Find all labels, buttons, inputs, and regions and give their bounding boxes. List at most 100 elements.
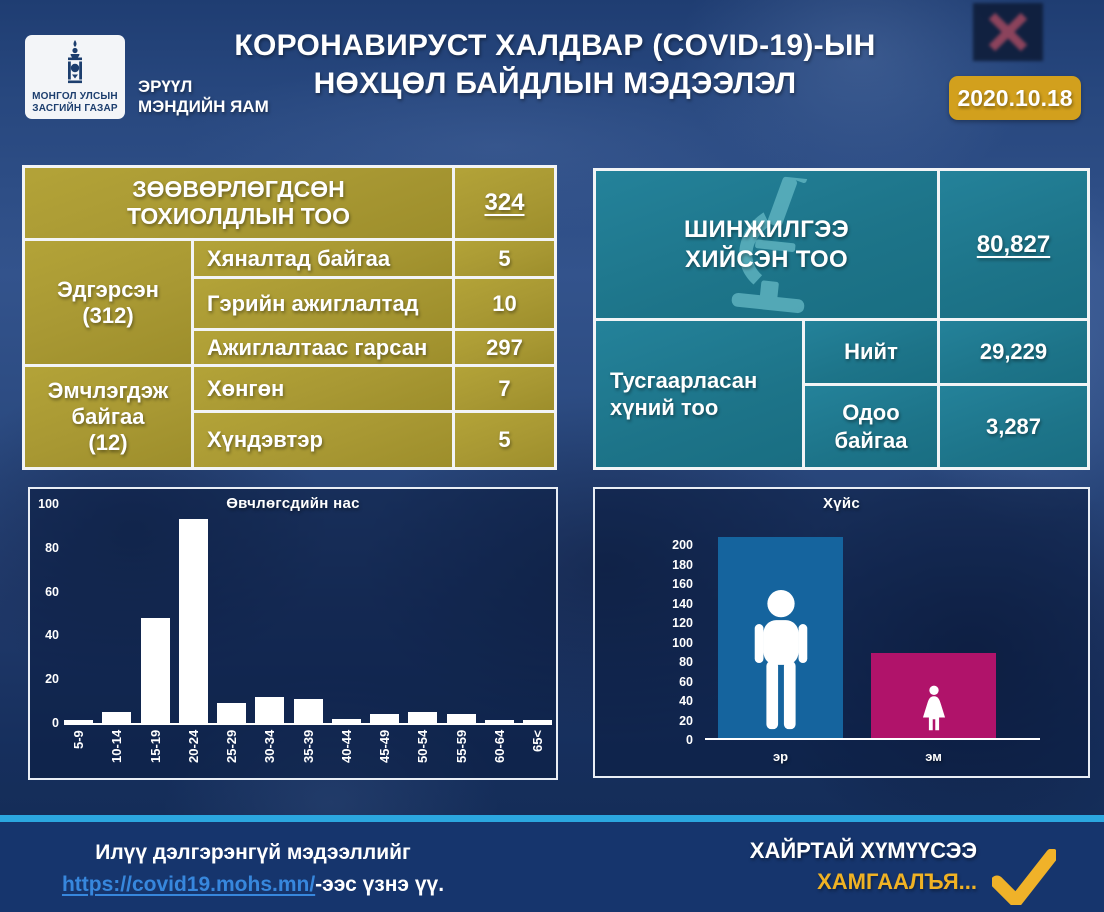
y-tick-label: 60: [679, 674, 693, 689]
background-x-sign: [973, 3, 1043, 61]
isolated-current-label: Одоо байгаа: [805, 386, 937, 467]
moderate-label: Хүндэвтэр: [194, 413, 452, 467]
y-tick-label: 80: [679, 655, 693, 669]
slogan-line2: ХАМГААЛЪЯ...: [817, 868, 977, 894]
age-chart-labels: 5-9 10-14 15-19 20-24 25-29 30-34 35-39 40-44 45…: [64, 730, 552, 780]
y-tick-label: 40: [45, 628, 59, 643]
cases-table-title: ЗӨӨВӨРЛӨГДСӨН ТОХИОЛДЛЫН ТОО: [25, 168, 452, 238]
age-bar: [102, 712, 132, 723]
gender-chart-panel: Хүйс 200 180 160 140 120 100 80 60 40 20 0: [593, 487, 1090, 778]
age-bar: [523, 719, 552, 723]
y-tick-label: 100: [38, 497, 59, 511]
ministry-name: ЭРҮҮЛ МЭНДИЙН ЯАМ: [138, 77, 269, 117]
footer-info: Илүү дэлгэрэнгүй мэдээллийг https://covi…: [28, 837, 478, 900]
footer-info-text: Илүү дэлгэрэнгүй мэдээллийг: [95, 841, 411, 864]
age-bar: [370, 714, 399, 723]
isolated-people-label: Тусгаарласан хүний тоо: [596, 321, 802, 467]
home-observation-label: Гэрийн ажиглалтад: [194, 279, 452, 328]
age-bar: [178, 519, 208, 723]
date-badge: 2020.10.18: [949, 76, 1081, 120]
isolated-total-label: Нийт: [805, 321, 937, 383]
age-axis-label: 35-39: [300, 730, 316, 764]
footer-slogan: ХАЙРТАЙ ХҮМҮҮСЭЭ ХАМГААЛЪЯ...: [750, 836, 977, 898]
y-tick-label: 0: [52, 716, 59, 730]
female-category-label: эм: [925, 749, 942, 764]
gender-chart-title: Хүйс: [822, 495, 861, 512]
under-control-value: 5: [455, 241, 554, 276]
age-axis-label: 25-29: [224, 730, 239, 764]
age-bar: [217, 703, 246, 723]
age-bar: [446, 714, 476, 723]
gender-chart-plot: [705, 523, 1040, 740]
age-bar: [64, 719, 93, 723]
mild-value: 7: [455, 367, 554, 410]
cases-total-value: 324: [455, 168, 554, 238]
x-mark-icon: [988, 12, 1028, 52]
age-axis-label: 45-49: [377, 730, 392, 764]
age-bar: [255, 696, 285, 723]
left-observation-label: Ажиглалтаас гарсан: [194, 331, 452, 364]
page-title: КОРОНАВИРУСТ ХАЛДВАР (COVID-19)-ЫН НӨХЦӨ…: [234, 29, 876, 101]
y-tick-label: 200: [672, 538, 693, 552]
age-bar: [140, 617, 170, 723]
age-chart-yaxis: 100 80 60 40 20 0: [32, 497, 59, 730]
cases-table: ЗӨӨВӨРЛӨГДСӨН ТОХИОЛДЛЫН ТОО 324 Эдгэрсэ…: [22, 165, 557, 470]
moderate-value: 5: [455, 413, 554, 467]
age-axis-label: 60-64: [491, 730, 507, 764]
age-axis-label: 5-9: [71, 730, 86, 749]
footer: Илүү дэлгэрэнгүй мэдээллийг https://covi…: [0, 822, 1104, 912]
male-person-icon: [754, 589, 807, 730]
y-tick-label: 60: [45, 584, 59, 599]
age-axis-label: 20-24: [185, 730, 201, 764]
female-bar: [871, 653, 996, 738]
y-tick-label: 20: [45, 672, 59, 687]
footer-info-suffix: -ээс үзнэ үү.: [315, 872, 445, 896]
age-axis-label: 55-59: [453, 730, 469, 764]
treated-group-label: Эмчлэгдэж байгаа (12): [25, 367, 191, 467]
y-tick-label: 100: [672, 635, 693, 650]
covid-site-link[interactable]: https://covid19.mohs.mn/: [61, 872, 316, 896]
y-tick-label: 80: [45, 540, 59, 555]
slogan-line1: ХАЙРТАЙ ХҮМҮҮСЭЭ: [749, 838, 977, 863]
age-bar: [331, 718, 361, 723]
age-bar: [408, 712, 438, 723]
age-axis-label: 40-44: [338, 730, 354, 764]
male-bar: [718, 537, 843, 738]
y-tick-label: 0: [686, 733, 693, 747]
y-tick-label: 20: [679, 713, 693, 728]
mild-label: Хөнгөн: [194, 367, 452, 410]
government-logo: МОНГОЛ УЛСЫН ЗАСГИЙН ГАЗАР: [25, 35, 125, 119]
y-tick-label: 160: [672, 577, 693, 591]
tests-table: ШИНЖИЛГЭЭ ХИЙСЭН ТОО 80,827 Тусгаарласан…: [593, 168, 1090, 470]
left-observation-value: 297: [455, 331, 554, 364]
age-axis-label: 30-34: [262, 730, 278, 764]
age-axis-label: 15-19: [147, 730, 163, 764]
isolated-current-value: 3,287: [940, 386, 1087, 467]
soyombo-emblem-icon: [68, 40, 82, 84]
tests-done-label: ШИНЖИЛГЭЭ ХИЙСЭН ТОО: [596, 171, 937, 318]
y-tick-label: 180: [672, 557, 693, 572]
age-chart-bars: [64, 504, 552, 725]
home-observation-value: 10: [455, 279, 554, 328]
footer-accent-stripe: [0, 815, 1104, 822]
age-axis-label: 50-54: [415, 730, 431, 764]
tests-done-value: 80,827: [940, 171, 1087, 318]
age-axis-label: 65<: [530, 730, 545, 753]
logo-org-text: МОНГОЛ УЛСЫН ЗАСГИЙН ГАЗАР: [32, 91, 118, 114]
y-tick-label: 120: [672, 616, 693, 630]
female-person-icon: [922, 685, 945, 731]
y-tick-label: 140: [672, 596, 693, 611]
age-chart-panel: Өвчлөгсдийн нас 100 80 60 40 20 0 5-9 10-14 15-…: [28, 487, 558, 780]
age-axis-label: 10-14: [109, 730, 125, 764]
age-bar: [484, 719, 514, 723]
under-control-label: Хяналтад байгаа: [194, 241, 452, 276]
y-tick-label: 40: [679, 694, 693, 708]
recovered-group-label: Эдгэрсэн (312): [25, 241, 191, 364]
age-chart-title: Өвчлөгсдийн нас: [226, 495, 360, 512]
age-bar: [293, 698, 323, 723]
checkmark-icon: [992, 849, 1056, 905]
isolated-total-value: 29,229: [940, 321, 1087, 383]
male-category-label: эр: [772, 749, 789, 764]
gender-chart-yaxis: 200 180 160 140 120 100 80 60 40 20 0: [635, 538, 693, 747]
